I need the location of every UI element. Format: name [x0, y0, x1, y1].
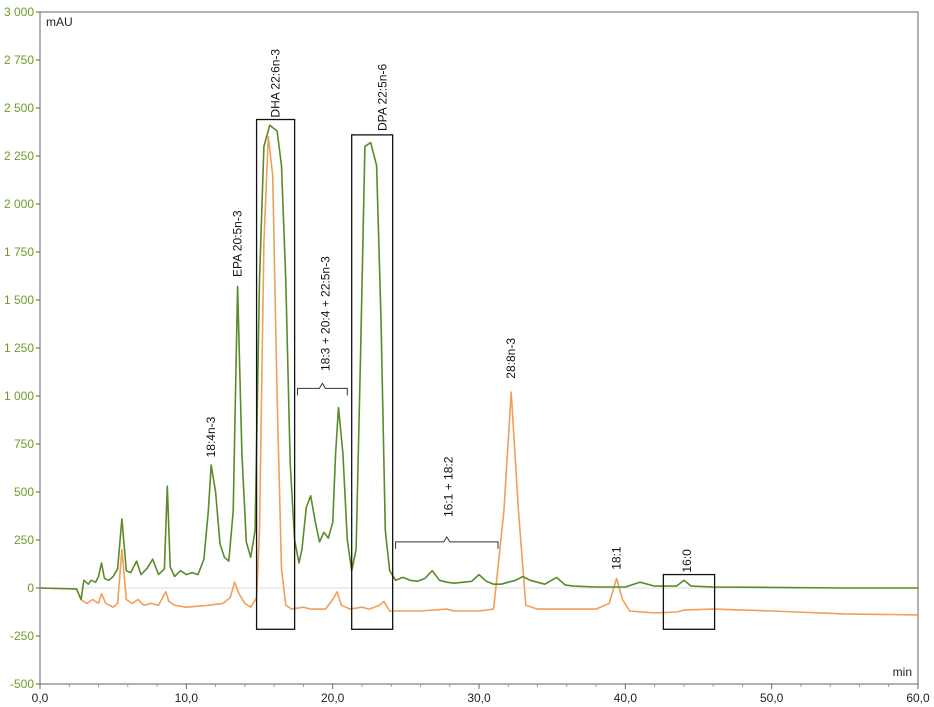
highlight-boxes — [255, 118, 716, 630]
peak-label-0: 18:4n-3 — [204, 416, 218, 457]
y-tick-label: 2 750 — [4, 53, 34, 67]
y-tick-label: 250 — [14, 533, 34, 547]
x-tick-label: 50,0 — [760, 691, 784, 705]
y-tick-label: 750 — [14, 437, 34, 451]
y-tick-label: 500 — [14, 485, 34, 499]
plot-area-border — [39, 11, 919, 685]
peak-label-1: EPA 20:5n-3 — [231, 210, 245, 277]
y-tick-label: 1 500 — [4, 293, 34, 307]
series-line-0 — [39, 124, 918, 601]
x-tick-label: 0,0 — [32, 691, 49, 705]
bracket-1 — [395, 535, 499, 549]
x-tick-label: 60,0 — [906, 691, 930, 705]
peak-label-6: 28:8n-3 — [504, 338, 518, 379]
peak-label-7: 18:1 — [610, 546, 624, 570]
peak-label-3: 18:3 + 20:4 + 22:5n-3 — [318, 256, 332, 371]
peak-labels: 18:4n-3 EPA 20:5n-3 DHA 22:6n-3 18:3 + 20:4… — [204, 49, 694, 573]
y-tick-label: 1 750 — [4, 245, 34, 259]
x-tick-label: 20,0 — [321, 691, 345, 705]
y-tick-label: -250 — [10, 629, 34, 643]
x-axis-ticks: 0,0 10,0 20,0 30,0 40,0 50,0 60,0 — [32, 684, 930, 705]
y-axis-ticks: 3 000 2 750 2 500 2 250 2 000 1 750 1 500 1 250… — [4, 5, 40, 691]
x-axis-unit-label: min — [893, 665, 912, 679]
y-tick-label: 2 250 — [4, 149, 34, 163]
series-layer — [39, 124, 919, 616]
highlight-box-0 — [255, 118, 296, 630]
y-axis-unit-label: mAU — [46, 15, 73, 29]
plot-frame — [39, 11, 919, 685]
y-tick-label: 1 250 — [4, 341, 34, 355]
peak-label-2: DHA 22:6n-3 — [269, 49, 283, 118]
bracket-0 — [297, 382, 348, 396]
y-tick-label: -500 — [10, 677, 34, 691]
y-tick-label: 3 000 — [4, 5, 34, 19]
x-tick-label: 30,0 — [467, 691, 491, 705]
y-tick-label: 2 500 — [4, 101, 34, 115]
y-tick-label: 2 000 — [4, 197, 34, 211]
y-tick-label: 0 — [27, 581, 34, 595]
highlight-box-1 — [351, 134, 394, 630]
y-tick-label: 1 000 — [4, 389, 34, 403]
peak-label-5: 16:1 + 18:2 — [441, 456, 455, 517]
highlight-box-2 — [662, 573, 716, 630]
x-tick-label: 10,0 — [175, 691, 199, 705]
peak-label-8: 16:0 — [680, 549, 694, 573]
series-line-1 — [39, 136, 919, 616]
bracket-markers — [297, 382, 499, 549]
peak-label-4: DPA 22:5n-6 — [375, 64, 389, 131]
x-tick-label: 40,0 — [614, 691, 638, 705]
